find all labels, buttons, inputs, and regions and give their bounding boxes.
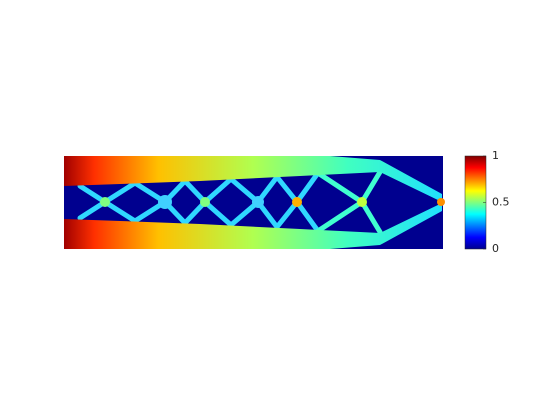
colorbar-tick-label: 1 — [492, 149, 499, 162]
density-image — [64, 156, 445, 249]
top-chord — [64, 156, 442, 202]
colorbar-tick-label: 0 — [492, 242, 499, 255]
bottom-chord — [64, 203, 442, 249]
colorbar-tick-label: 0.5 — [492, 196, 510, 209]
colorbar — [464, 155, 487, 250]
nodes — [100, 195, 445, 209]
